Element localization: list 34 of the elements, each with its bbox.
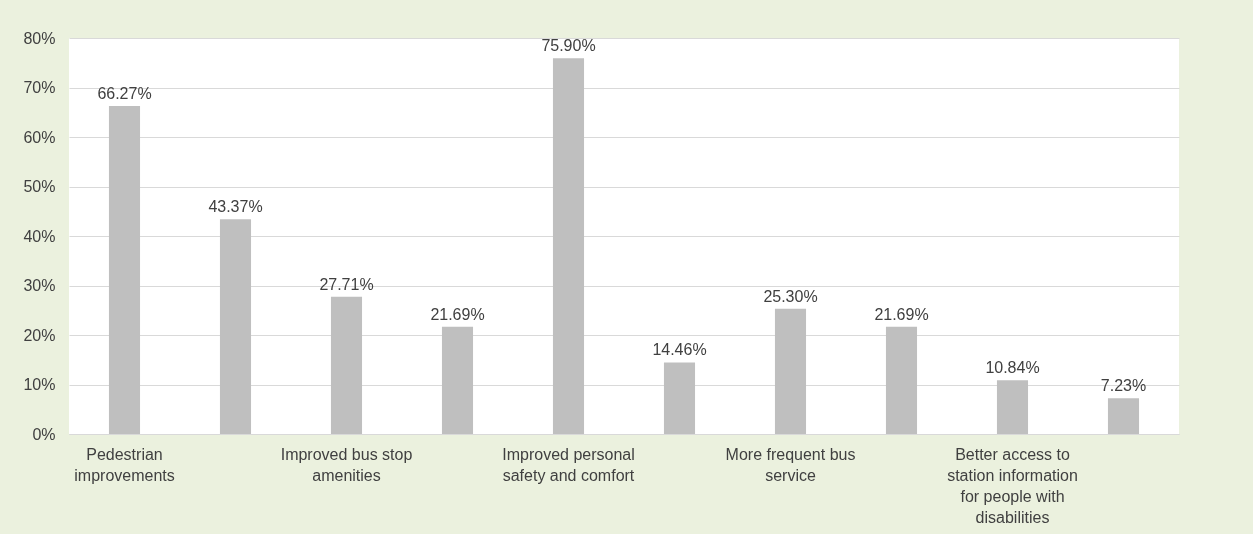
y-tick-label: 50% [23,178,56,195]
bar [441,326,474,434]
data-label: 10.84% [985,359,1040,377]
y-tick-label: 10% [23,376,56,393]
data-label: 21.69% [874,305,929,323]
bar [996,380,1029,434]
bar [552,58,585,434]
y-tick-label: 20% [23,326,56,344]
x-tick-label: More frequent bus service [725,445,856,484]
x-tick-label: Pedestrian improvements [74,445,175,484]
y-tick-label: 30% [23,277,56,294]
data-label: 25.30% [763,287,818,305]
y-tick-label: 80% [23,29,56,47]
x-tick-label: Improved personal safety and comfort [502,445,635,484]
data-label: 27.71% [319,275,374,293]
x-tick-label: Better access to station information for people with disabilities [947,445,1078,526]
y-tick-label: 70% [23,79,56,96]
bar [330,296,363,434]
bar [1107,398,1140,434]
data-label: 21.69% [430,305,485,323]
x-tick-label: Improved bus stop amenities [280,445,413,484]
bar [108,105,141,434]
y-tick-label: 0% [32,425,56,443]
bar [219,219,252,434]
data-label: 66.27% [97,84,152,102]
bar [885,326,918,434]
data-label: 7.23% [1100,377,1147,395]
bar [663,362,696,434]
data-label: 43.37% [208,198,263,216]
y-tick-label: 40% [23,227,56,245]
data-label: 14.46% [652,341,707,359]
y-tick-label: 60% [23,128,56,146]
data-label: 75.90% [541,37,596,55]
bar [774,308,807,434]
